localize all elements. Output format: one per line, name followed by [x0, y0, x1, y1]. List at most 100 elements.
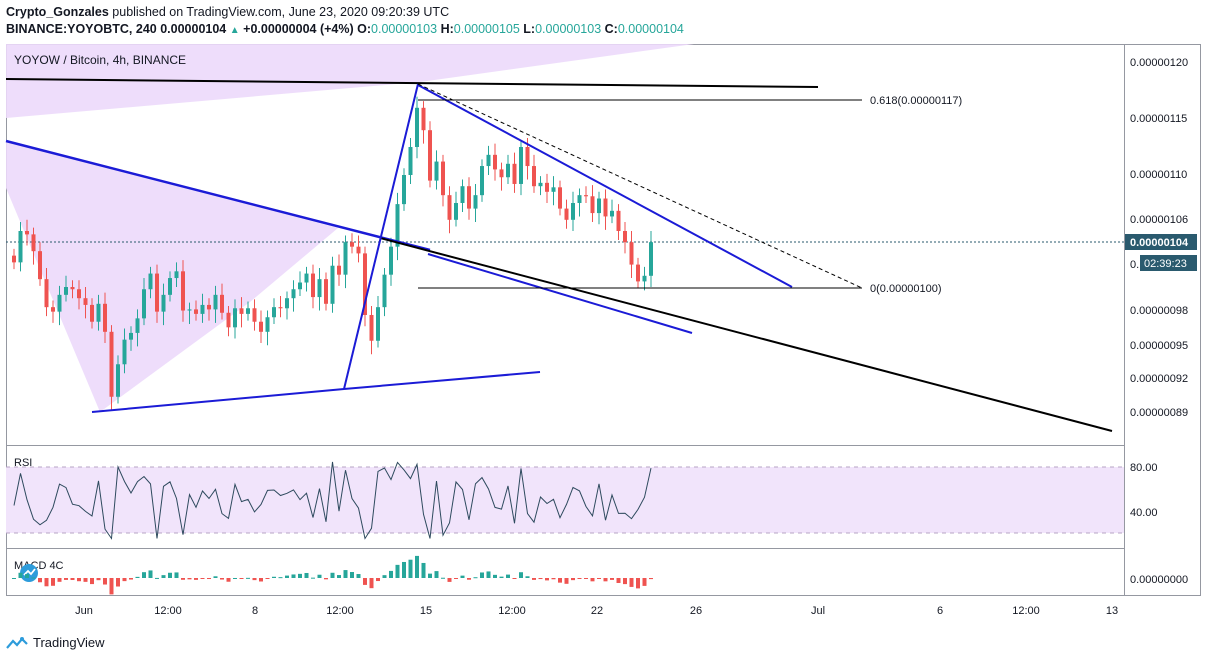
macd-bar: [519, 572, 523, 578]
current-price: 0.00000104: [160, 22, 227, 36]
rsi-tick-40: 40.00: [1130, 507, 1158, 519]
rsi-label: RSI: [14, 457, 32, 469]
pattern-fill-left: [6, 140, 338, 412]
candle-body: [389, 246, 393, 275]
macd-bar: [363, 578, 367, 585]
candle-body: [252, 308, 257, 322]
macd-bar: [649, 578, 653, 580]
candle-body: [454, 203, 458, 220]
y-tick-0092: 0.00000092: [1130, 373, 1188, 385]
candle-body: [551, 187, 556, 192]
macd-bar: [77, 578, 81, 582]
candle-body: [369, 315, 374, 341]
macd-bar: [623, 578, 627, 585]
y-tick-0115: 0.00000115: [1130, 113, 1187, 125]
candle-body: [467, 186, 471, 209]
candle-body: [64, 287, 68, 295]
author-name[interactable]: Crypto_Gonzales: [6, 5, 109, 19]
candle-body: [161, 294, 166, 312]
macd-bar: [226, 578, 231, 582]
macd-bar: [259, 578, 263, 582]
macd-bar: [12, 578, 16, 579]
x-tick-22: 22: [591, 605, 603, 617]
macd-bar: [356, 574, 361, 578]
candle-body: [272, 307, 276, 318]
x-tick-1200-d: 12:00: [1012, 605, 1040, 617]
macd-bar: [343, 570, 348, 578]
macd-bar: [174, 572, 179, 578]
macd-bar: [486, 571, 491, 578]
candle-body: [213, 294, 218, 310]
candle-body: [434, 161, 439, 181]
price-badge: [1125, 234, 1197, 250]
up-triangle-icon: ▲: [229, 25, 240, 36]
macd-bar: [298, 573, 302, 578]
fib-trend-dashed: [417, 83, 863, 289]
countdown-badge: [1140, 255, 1197, 271]
candle-body: [278, 307, 283, 309]
candle-body: [246, 308, 250, 314]
tradingview-logo-text: TradingView: [33, 635, 105, 650]
candle-body: [103, 303, 107, 332]
candle-body: [558, 187, 562, 209]
macd-bar: [564, 578, 569, 584]
macd-bar: [337, 575, 341, 578]
macd-bar: [467, 578, 471, 580]
time-axis: Jun 12:00 8 12:00 15 12:00 22 26 Jul 6 1…: [75, 605, 1118, 617]
macd-bar: [447, 578, 452, 582]
y-tick-0106: 0.00000106: [1130, 214, 1188, 226]
low-label: L:: [523, 22, 536, 36]
macd-bar: [187, 578, 192, 580]
macd-bar: [571, 578, 575, 581]
candle-body: [441, 161, 445, 196]
macd-bar: [506, 574, 510, 578]
macd-bar: [480, 572, 484, 578]
macd-bar: [239, 578, 244, 579]
macd-bar: [415, 555, 419, 578]
candle-body: [337, 265, 341, 275]
candle-body: [155, 273, 159, 312]
published-info: published on TradingView.com, June 23, 2…: [112, 5, 450, 19]
macd-bar: [369, 578, 374, 589]
blue-falling-line: [5, 139, 431, 252]
macd-bar: [584, 578, 588, 579]
candle-body: [428, 130, 432, 181]
candle-body: [421, 107, 426, 131]
macd-bar: [317, 574, 322, 578]
candle-body: [207, 304, 211, 310]
y-tick-0110: 0.00000110: [1130, 169, 1187, 181]
macd-bar: [629, 578, 634, 587]
x-tick-1200-c: 12:00: [498, 605, 526, 617]
candle-body: [408, 147, 413, 175]
macd-bar: [525, 576, 530, 578]
macd-bar: [220, 578, 224, 580]
macd-bar: [434, 571, 439, 578]
candle-body: [382, 274, 387, 308]
macd-bar: [181, 578, 185, 580]
open-value: 0.00000103: [371, 22, 438, 36]
tradingview-logo[interactable]: TradingView: [6, 635, 105, 650]
macd-bar: [168, 572, 172, 578]
macd-tick-0: 0.00000000: [1130, 574, 1188, 586]
candle-body: [226, 312, 231, 328]
macd-bar: [194, 578, 198, 580]
macd-bar: [96, 578, 101, 581]
candle-body: [525, 147, 530, 167]
macd-bar: [161, 575, 166, 578]
indicator-icon-glyph: [23, 568, 36, 576]
macd-bar: [376, 578, 380, 582]
macd-bar: [122, 578, 127, 582]
candle-body: [597, 198, 601, 214]
candle-body: [291, 289, 296, 299]
macd-bar: [246, 577, 250, 579]
y-tick-0095: 0.00000095: [1130, 340, 1188, 352]
candle-body: [304, 273, 309, 283]
candle-body: [200, 304, 205, 314]
macd-bar: [213, 576, 218, 578]
candle-body: [44, 279, 49, 308]
candle-body: [239, 308, 244, 314]
macd-bar: [233, 577, 237, 579]
candle-body: [395, 204, 400, 247]
candle-body: [610, 210, 614, 217]
